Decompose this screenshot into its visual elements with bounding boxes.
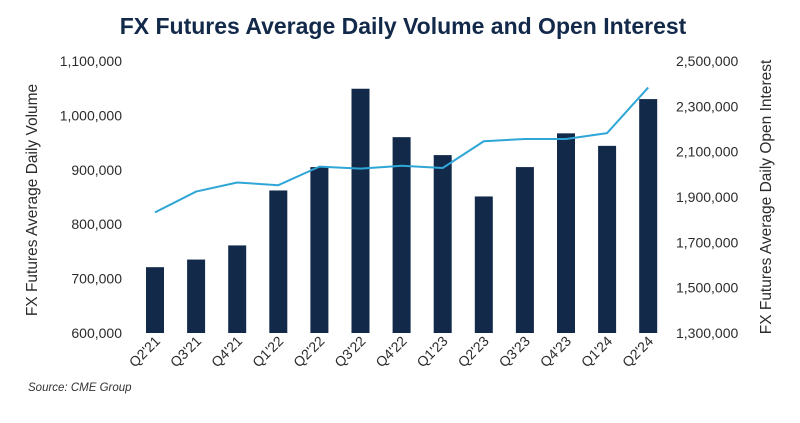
chart-title: FX Futures Average Daily Volume and Open… [120,13,687,39]
right-tick-label: 2,100,000 [676,144,738,160]
open-interest-line [154,86,649,214]
x-tick-label: Q2'23 [454,333,492,371]
right-tick-label: 2,300,000 [676,98,738,114]
x-tick-label: Q1'24 [578,333,616,371]
bar-series [146,88,658,333]
bar-Q1'22 [269,190,288,333]
x-tick-label: Q3'21 [167,333,205,371]
left-tick-label: 900,000 [71,162,122,178]
bar-Q3'22 [351,88,370,333]
right-tick-label: 1,500,000 [676,280,738,296]
bar-Q3'21 [187,259,206,333]
x-tick-label: Q2'21 [126,333,164,371]
x-tick-label: Q4'22 [372,333,410,371]
bar-Q2'21 [146,267,164,333]
x-tick-label: Q3'22 [331,333,369,371]
bar-Q2'23 [474,196,493,333]
left-tick-label: 1,000,000 [60,107,122,123]
line-series [154,86,649,214]
right-tick-label: 1,300,000 [676,325,738,341]
bar-Q3'23 [515,167,534,333]
bar-Q2'24 [639,99,658,333]
bar-Q1'23 [433,155,452,333]
bar-Q4'23 [557,133,575,333]
left-tick-label: 600,000 [71,325,122,341]
right-tick-label: 2,500,000 [676,53,738,69]
left-axis-title: FX Futures Average Daily Volume [24,84,41,316]
x-tick-label: Q1'23 [413,333,451,371]
bar-Q2'22 [310,167,329,333]
left-tick-label: 700,000 [71,271,122,287]
left-axis-ticks: 600,000 700,000 800,000 900,000 1,000,000 1,1… [60,53,123,341]
bar-Q4'22 [392,137,411,333]
x-tick-label: Q4'21 [208,333,246,371]
source-note: Source: CME Group [28,382,132,394]
x-axis-ticks: Q2'21 Q3'21 Q4'21 Q1'22 Q2'22 Q3'22 Q4'22 Q1'23… [126,333,657,371]
bar-Q1'24 [598,145,617,333]
bar-Q4'21 [228,245,247,333]
x-tick-label: Q2'22 [290,333,328,371]
right-tick-label: 1,900,000 [676,189,738,205]
left-tick-label: 1,100,000 [60,53,122,69]
x-tick-label: Q1'22 [249,333,287,371]
x-tick-label: Q4'23 [537,333,575,371]
right-tick-label: 1,700,000 [676,234,738,250]
x-tick-label: Q3'23 [496,333,534,371]
x-tick-label: Q2'24 [619,333,657,371]
right-axis-title: FX Futures Average Daily Open Interest [758,59,775,334]
left-tick-label: 800,000 [71,216,122,232]
right-axis-ticks: 1,300,000 1,500,000 1,700,000 1,900,000 2,10… [676,53,738,341]
